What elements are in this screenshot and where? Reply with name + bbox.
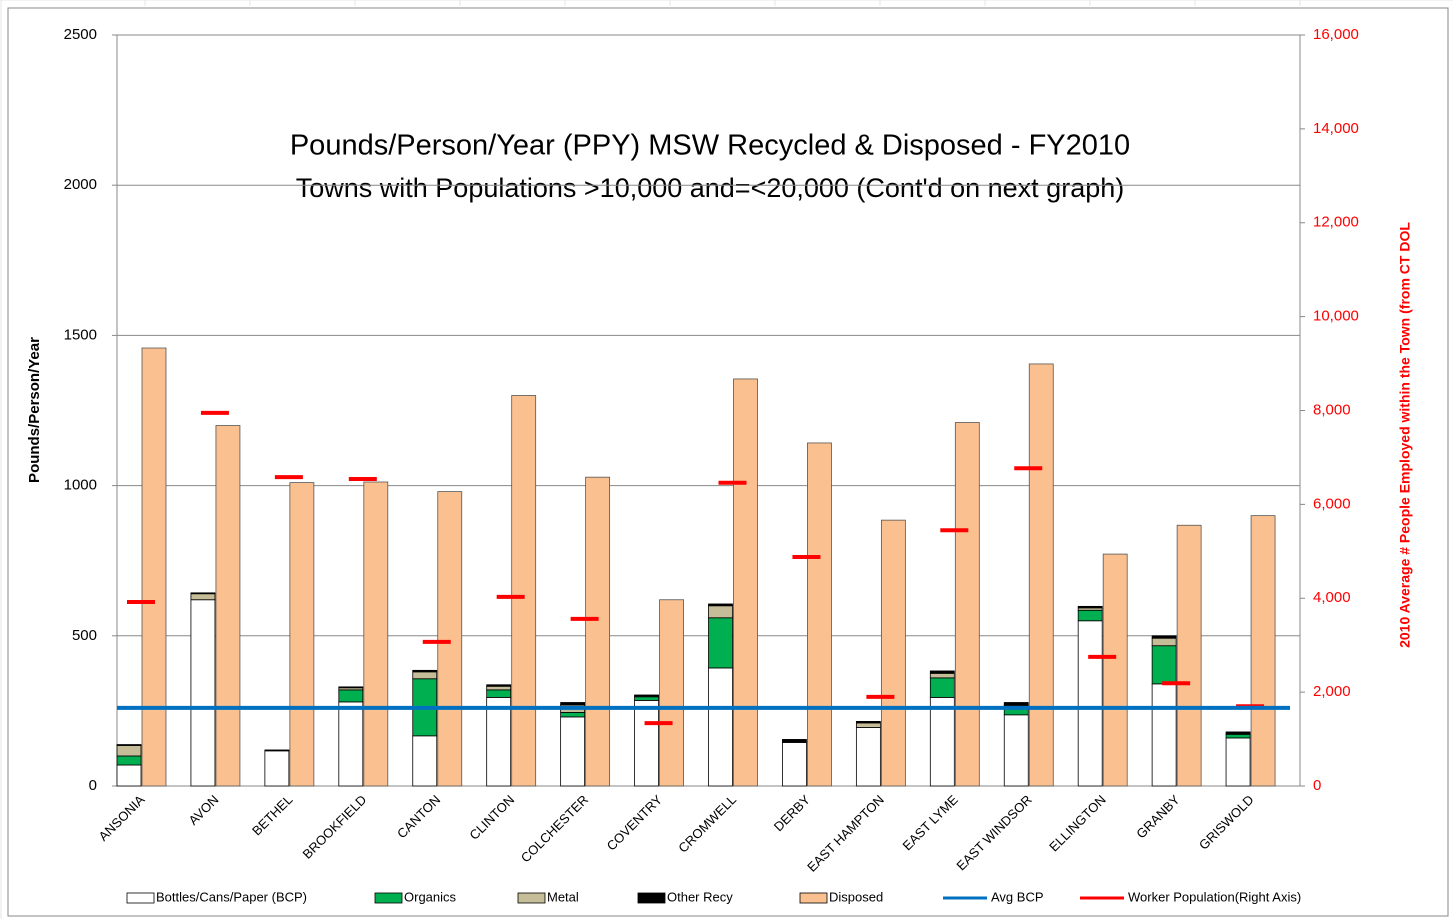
stack-segment xyxy=(1225,737,1251,787)
legend-label: Organics xyxy=(404,889,457,904)
chart-title: Pounds/Person/Year (PPY) MSW Recycled & … xyxy=(290,130,1130,162)
disposed-bar xyxy=(1250,515,1276,787)
disposed-bar xyxy=(733,378,758,787)
disposed-bar xyxy=(1028,363,1054,787)
stack-segment xyxy=(338,689,364,703)
stack-segment xyxy=(1077,620,1103,787)
stack-segment xyxy=(634,694,659,697)
disposed-bar xyxy=(363,481,389,787)
stack-segment xyxy=(412,671,438,680)
stack-segment xyxy=(929,670,955,674)
stack-segment xyxy=(782,742,807,787)
y2-tick-label: 10,000 xyxy=(1313,308,1359,325)
y2-tick-label: 12,000 xyxy=(1313,214,1359,231)
stack-segment xyxy=(634,696,659,701)
stack-segment xyxy=(190,599,216,787)
stack-segment xyxy=(708,605,733,619)
stack-segment xyxy=(929,696,955,787)
y2-tick-label: 8,000 xyxy=(1313,401,1351,418)
disposed-bar xyxy=(585,476,611,787)
y-tick-label: 2000 xyxy=(64,176,97,193)
y2-tick-label: 4,000 xyxy=(1313,589,1351,606)
stack-segment xyxy=(116,764,142,787)
stack-segment xyxy=(1077,605,1103,609)
disposed-bar xyxy=(1176,524,1202,787)
legend-swatch xyxy=(517,892,546,904)
stack-segment xyxy=(1077,609,1103,622)
stack-segment xyxy=(560,712,586,718)
stack-segment xyxy=(1151,635,1177,639)
stack-segment xyxy=(116,755,142,766)
chart-subtitle: Towns with Populations >10,000 and=<20,0… xyxy=(296,173,1124,203)
stack-segment xyxy=(1151,645,1177,685)
stack-segment xyxy=(1225,733,1251,739)
stack-segment xyxy=(1151,683,1177,787)
y2-tick-label: 14,000 xyxy=(1313,120,1359,137)
stack-segment xyxy=(486,689,512,698)
disposed-bar xyxy=(659,599,684,787)
stack-segment xyxy=(1151,637,1177,647)
stack-segment xyxy=(929,677,955,698)
stack-segment xyxy=(486,685,512,691)
stack-segment xyxy=(190,593,216,601)
y-tick-label: 1500 xyxy=(64,326,97,343)
y2-tick-label: 0 xyxy=(1313,777,1321,794)
legend-swatch xyxy=(799,892,828,904)
stack-segment xyxy=(855,727,881,787)
y-tick-label: 2500 xyxy=(64,26,97,43)
stack-segment xyxy=(634,699,659,787)
disposed-bar xyxy=(511,395,537,787)
legend-swatch xyxy=(637,892,666,904)
y-axis-label: Pounds/Person/Year xyxy=(26,337,43,483)
stack-segment xyxy=(116,744,142,746)
disposed-bar xyxy=(437,491,463,787)
disposed-bar xyxy=(880,519,906,787)
stack-segment xyxy=(782,739,807,743)
legend-label: Bottles/Cans/Paper (BCP) xyxy=(156,889,307,904)
y2-tick-label: 6,000 xyxy=(1313,495,1351,512)
disposed-bar xyxy=(954,422,980,787)
legend-label: Other Recy xyxy=(667,889,733,904)
stack-segment xyxy=(708,617,733,669)
stack-segment xyxy=(1003,702,1029,706)
disposed-bar xyxy=(807,442,832,787)
stack-segment xyxy=(190,592,216,595)
stack-segment xyxy=(855,722,881,728)
legend-swatch xyxy=(126,892,155,904)
stack-segment xyxy=(412,669,438,673)
stack-segment xyxy=(486,684,512,687)
y-tick-label: 1000 xyxy=(64,477,97,494)
stack-segment xyxy=(264,749,290,752)
legend-label: Disposed xyxy=(829,889,883,904)
stack-segment xyxy=(1225,731,1251,734)
legend-label: Avg BCP xyxy=(991,889,1044,904)
legend-label: Worker Population(Right Axis) xyxy=(1128,889,1301,904)
stack-segment xyxy=(929,672,955,679)
disposed-bar xyxy=(289,482,315,787)
stack-segment xyxy=(560,716,586,787)
y-tick-label: 500 xyxy=(72,627,97,644)
disposed-bar xyxy=(141,347,167,787)
stack-segment xyxy=(708,667,733,787)
y2-axis-label: 2010 Average # People Employed within th… xyxy=(1397,222,1413,648)
stack-segment xyxy=(1003,714,1029,787)
legend-label: Metal xyxy=(547,889,579,904)
stack-segment xyxy=(412,735,438,787)
stack-segment xyxy=(116,745,142,757)
stack-segment xyxy=(560,702,586,706)
legend-swatch xyxy=(374,892,403,904)
stack-segment xyxy=(486,696,512,787)
y-tick-label: 0 xyxy=(89,777,97,794)
stack-segment xyxy=(855,721,881,724)
stack-segment xyxy=(338,701,364,787)
stack-segment xyxy=(338,686,364,689)
y2-tick-label: 2,000 xyxy=(1313,683,1351,700)
disposed-bar xyxy=(1102,553,1128,787)
stack-segment xyxy=(708,603,733,607)
stack-segment xyxy=(264,750,290,787)
y2-tick-label: 16,000 xyxy=(1313,26,1359,43)
disposed-bar xyxy=(215,425,241,787)
